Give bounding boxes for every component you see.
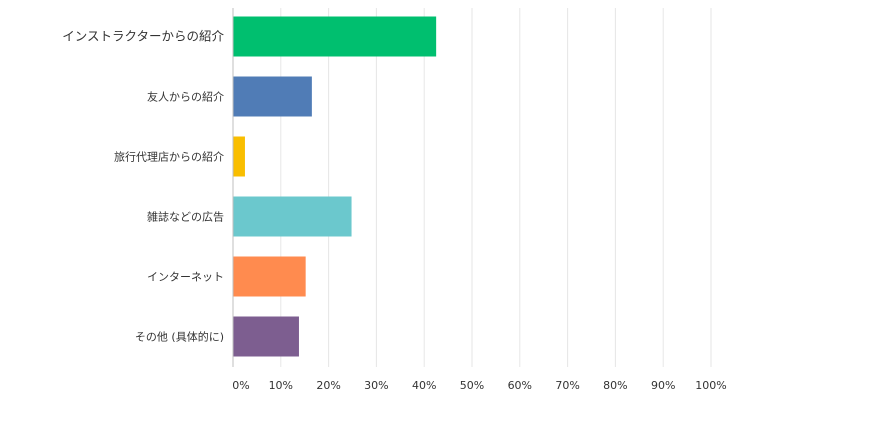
bar[interactable] [233,136,245,177]
category-label: 旅行代理店からの紹介 [114,150,224,164]
x-tick-label: 40% [412,379,436,392]
bar[interactable] [233,256,306,297]
x-tick-label: 30% [364,379,388,392]
category-label: インストラクターからの紹介 [62,29,224,44]
category-labels: インストラクターからの紹介友人からの紹介旅行代理店からの紹介雑誌などの広告インタ… [62,29,224,344]
x-tick-label: 0% [232,379,249,392]
x-tick-label: 50% [460,379,484,392]
x-tick-label: 80% [603,379,627,392]
category-label: 友人からの紹介 [147,90,224,104]
x-tick-labels: 0% 10% 20% 30% 40% 50% 60% 70% 80% 90% 100% [232,379,726,392]
category-label: インターネット [147,271,224,284]
x-tick-label: 60% [508,379,532,392]
bar[interactable] [233,316,299,357]
grid-lines [280,8,712,367]
category-label: その他 (具体的に) [135,330,224,344]
x-tick-label: 10% [269,379,293,392]
x-tick-label: 100% [695,379,726,392]
x-tick-label: 70% [555,379,579,392]
bar[interactable] [233,76,312,117]
bars [233,16,437,357]
x-tick-label: 90% [651,379,675,392]
x-tick-label: 20% [316,379,340,392]
category-label: 雑誌などの広告 [147,210,224,224]
bar[interactable] [233,16,437,57]
bar[interactable] [233,196,352,237]
